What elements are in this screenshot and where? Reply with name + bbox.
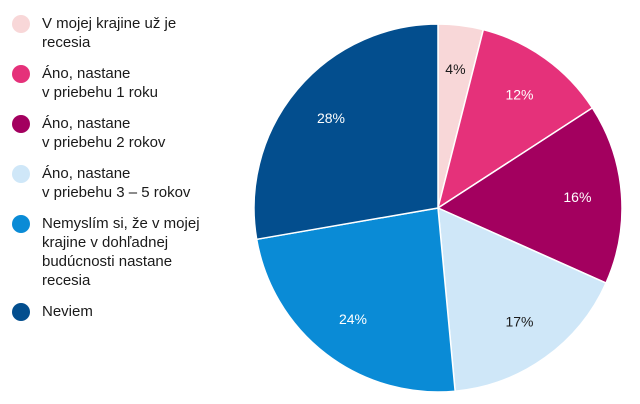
pie-slices	[253, 23, 623, 393]
slice-value-label: 24%	[339, 311, 367, 327]
legend-label: Nemyslím si, že v mojej krajine v dohľad…	[42, 215, 200, 289]
legend: V mojej krajine už je recesia Áno, nastan…	[12, 14, 244, 333]
legend-label: Áno, nastane v priebehu 1 roku	[42, 65, 158, 101]
legend-swatch	[12, 115, 30, 133]
pie-slice	[255, 207, 456, 393]
slice-value-label: 4%	[445, 61, 465, 77]
slice-value-label: 16%	[563, 189, 591, 205]
legend-swatch	[12, 65, 30, 83]
legend-swatch	[12, 215, 30, 233]
legend-item: Neviem	[12, 302, 244, 321]
legend-swatch	[12, 303, 30, 321]
legend-label: V mojej krajine už je recesia	[42, 15, 177, 51]
legend-swatch	[12, 165, 30, 183]
slice-value-label: 17%	[505, 314, 533, 330]
slice-value-label: 12%	[505, 86, 533, 102]
slice-value-label: 28%	[317, 110, 345, 126]
legend-label: Áno, nastane v priebehu 3 – 5 rokov	[42, 165, 191, 201]
legend-item: Áno, nastane v priebehu 3 – 5 rokov	[12, 164, 244, 202]
pie-slice-labels: 4% 12% 16% 17% 24% 28%	[317, 61, 591, 329]
pie-slice	[436, 106, 623, 285]
legend-item: Nemyslím si, že v mojej krajine v dohľad…	[12, 214, 244, 290]
pie-slice	[436, 28, 594, 210]
legend-label: Neviem	[42, 303, 93, 320]
pie-slice	[253, 23, 439, 241]
legend-label: Áno, nastane v priebehu 2 rokov	[42, 115, 166, 151]
pie-slice	[437, 206, 608, 393]
legend-swatch	[12, 15, 30, 33]
legend-item: Áno, nastane v priebehu 2 rokov	[12, 114, 244, 152]
legend-item: V mojej krajine už je recesia	[12, 14, 244, 52]
legend-item: Áno, nastane v priebehu 1 roku	[12, 64, 244, 102]
